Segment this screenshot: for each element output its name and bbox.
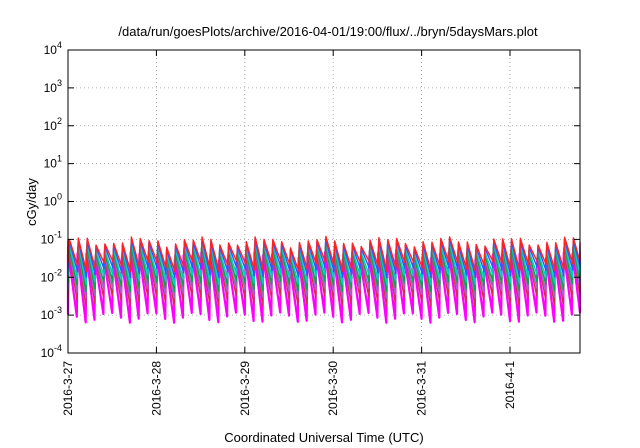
- series-line: [66, 250, 582, 324]
- x-tick-label: 2016-3-29: [238, 361, 252, 416]
- x-tick-label: 2016-3-31: [415, 361, 429, 416]
- series-line: [67, 243, 581, 293]
- x-axis: 2016-3-27 2016-3-28 2016-3-29 2016-3-30 2016…: [61, 50, 517, 416]
- y-tick-label: 102: [44, 116, 62, 133]
- x-axis-label: Coordinated Universal Time (UTC): [224, 430, 423, 445]
- series-line: [67, 235, 581, 273]
- series-line: [67, 241, 581, 286]
- y-tick-label: 10-2: [41, 267, 62, 284]
- series-line: [67, 237, 581, 279]
- y-tick-label: 100: [44, 192, 62, 209]
- y-axis-label: cGy/day: [24, 178, 39, 226]
- x-tick-label: 2016-4-1: [503, 361, 517, 409]
- series-group: [66, 235, 582, 324]
- chart-title: /data/run/goesPlots/archive/2016-04-01/1…: [118, 24, 538, 39]
- y-tick-label: 103: [44, 78, 62, 95]
- x-tick-label: 2016-3-28: [149, 361, 163, 416]
- y-tick-label: 10-3: [41, 305, 62, 322]
- y-tick-label: 10-4: [41, 343, 62, 360]
- y-tick-label: 10-1: [41, 229, 62, 246]
- y-axis: 10-4 10-3 10-2 10-1 100 101 102 103 104: [41, 40, 580, 360]
- y-tick-label: 104: [44, 40, 62, 57]
- y-tick-label: 101: [44, 154, 62, 171]
- x-tick-label: 2016-3-30: [326, 361, 340, 416]
- x-tick-label: 2016-3-27: [61, 361, 75, 416]
